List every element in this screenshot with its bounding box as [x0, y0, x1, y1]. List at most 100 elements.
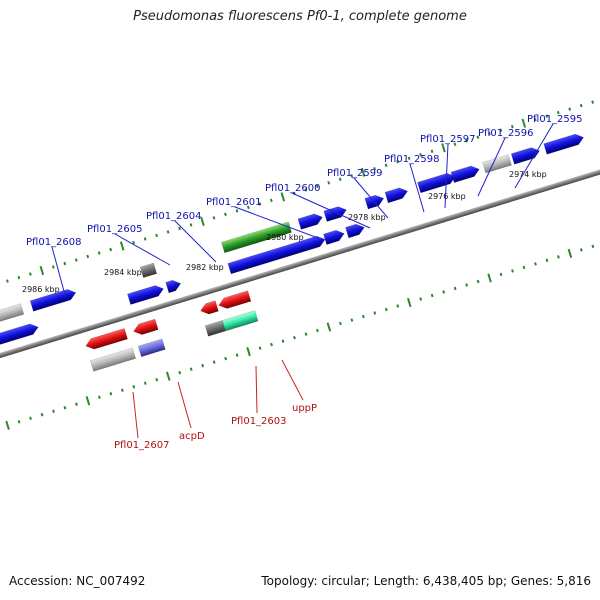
kbp-label: 2980 kbp	[266, 233, 304, 242]
gene-label-pfl01-2601[interactable]: Pfl01_2601	[206, 197, 262, 208]
minor-tick	[189, 223, 193, 227]
minor-tick	[419, 297, 423, 301]
gene-pfl01-2605[interactable]	[29, 287, 77, 312]
minor-tick	[487, 131, 491, 136]
minor-tick	[315, 184, 319, 189]
minor-tick	[63, 406, 67, 410]
gene-feature[interactable]	[204, 320, 226, 337]
gene-feature[interactable]	[127, 284, 165, 305]
gene-feature[interactable]	[222, 310, 259, 332]
minor-tick	[189, 367, 193, 371]
minor-tick	[384, 163, 388, 168]
gene-label-pfl01-2597[interactable]: Pfl01_2597	[420, 134, 476, 145]
kbp-label: 2982 kbp	[186, 263, 224, 272]
gene-label-uppp[interactable]: uppP	[292, 403, 317, 414]
gene-label-acpd[interactable]: acpD	[179, 431, 205, 442]
forward-gene-labels: Pfl01_2608 Pfl01_2605 Pfl01_2604 Pfl01_2…	[26, 114, 583, 248]
minor-tick	[17, 420, 21, 424]
gene-label-pfl01-2604[interactable]: Pfl01_2604	[146, 211, 202, 222]
minor-tick	[396, 304, 400, 308]
gene-acpd[interactable]	[132, 318, 159, 337]
rotated-map-layer	[0, 100, 600, 430]
gene-feature[interactable]	[227, 234, 327, 275]
minor-tick	[109, 247, 113, 252]
minor-tick	[499, 128, 503, 132]
minor-tick	[29, 416, 32, 421]
minor-tick	[247, 205, 250, 210]
gene-label-pfl01-2608[interactable]: Pfl01_2608	[26, 237, 82, 248]
reverse-gene-labels: Pfl01_2607 acpD Pfl01_2603 uppP	[114, 403, 317, 451]
minor-tick	[384, 307, 388, 312]
minor-tick	[396, 160, 399, 164]
minor-tick	[316, 328, 319, 333]
gene-pfl01-2604[interactable]	[139, 262, 158, 278]
minor-tick	[579, 103, 583, 108]
gene-label-pfl01-2605[interactable]: Pfl01_2605	[87, 224, 143, 235]
major-tick	[360, 167, 366, 177]
gene-pfl01-2597[interactable]	[384, 186, 409, 204]
major-tick	[119, 241, 125, 251]
minor-tick	[40, 413, 44, 417]
minor-tick	[533, 117, 537, 122]
gene-label-pfl01-2607[interactable]: Pfl01_2607	[114, 440, 170, 451]
gene-uppp[interactable]	[217, 290, 252, 311]
minor-tick	[534, 262, 537, 266]
gene-label-pfl01-2595[interactable]: Pfl01_2595	[527, 114, 583, 125]
gene-feature[interactable]	[345, 222, 365, 239]
minor-tick	[155, 377, 159, 382]
gene-pfl01-2607[interactable]	[84, 328, 128, 351]
minor-tick	[143, 381, 147, 385]
gene-label-pfl01-2600[interactable]: Pfl01_2600	[265, 183, 321, 194]
gene-pfl01-2596[interactable]	[417, 171, 457, 194]
gene-pfl01-2600[interactable]	[297, 212, 324, 230]
gene-feature[interactable]	[543, 132, 585, 155]
minor-tick	[224, 212, 227, 217]
gene-pfl01-2599[interactable]	[323, 205, 348, 222]
minor-tick	[28, 272, 32, 276]
gene-pfl01-2595[interactable]	[450, 164, 481, 183]
minor-tick	[155, 233, 158, 238]
gene-feature[interactable]	[510, 146, 541, 165]
minor-tick	[52, 409, 55, 414]
major-tick	[326, 322, 332, 332]
gene-pfl01-2598[interactable]	[364, 193, 385, 210]
major-tick	[85, 396, 91, 406]
minor-tick	[224, 356, 228, 361]
major-tick	[441, 143, 446, 153]
gene-feature[interactable]	[323, 228, 345, 245]
minor-tick	[86, 254, 90, 259]
forward-tick-ruler	[6, 100, 595, 283]
genome-stats-text: Topology: circular; Length: 6,438,405 bp…	[261, 574, 591, 588]
major-tick	[246, 347, 251, 357]
gene-feature[interactable]	[482, 154, 512, 174]
minor-tick	[476, 279, 480, 284]
minor-tick	[17, 275, 21, 280]
minor-tick	[258, 346, 262, 350]
kbp-label: 2984 kbp	[104, 268, 142, 277]
gene-label-pfl01-2599[interactable]: Pfl01_2599	[327, 168, 383, 179]
major-tick	[487, 273, 492, 283]
gene-feature[interactable]	[90, 347, 136, 372]
major-tick	[39, 265, 45, 276]
minor-tick	[178, 370, 182, 375]
minor-tick	[430, 149, 434, 153]
gene-label-pfl01-2598[interactable]: Pfl01_2598	[384, 154, 440, 165]
gene-feature[interactable]	[165, 278, 183, 294]
minor-tick	[511, 269, 514, 273]
minor-tick	[545, 114, 549, 118]
gene-label-pfl01-2603[interactable]: Pfl01_2603	[231, 416, 287, 427]
minor-tick	[338, 321, 342, 326]
gene-label-pfl01-2596[interactable]: Pfl01_2596	[478, 128, 534, 139]
minor-tick	[591, 244, 595, 249]
minor-tick	[568, 107, 572, 111]
minor-tick	[556, 110, 560, 115]
gene-feature[interactable]	[0, 322, 40, 351]
minor-tick	[74, 258, 78, 262]
gene-feature[interactable]	[137, 338, 166, 358]
gene-pfl01-2603[interactable]	[199, 300, 219, 316]
kbp-label: 2974 kbp	[509, 170, 547, 179]
minor-tick	[235, 353, 239, 357]
gene-pfl01-2601[interactable]	[221, 221, 292, 254]
gene-pfl01-2608[interactable]	[0, 303, 25, 330]
